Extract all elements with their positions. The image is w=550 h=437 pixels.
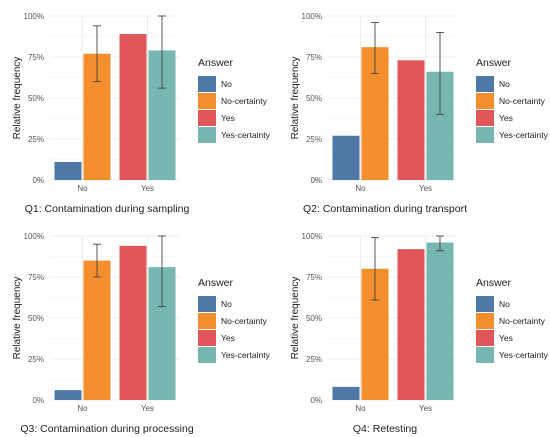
y-tick-label: 0% xyxy=(32,396,44,405)
chart-panel-2: 0% 25% 50% 75% 100% No Yes Relative frequency Q2… xyxy=(290,12,549,215)
y-tick-label: 25% xyxy=(28,135,44,144)
legend-title: Answer xyxy=(198,57,234,69)
y-tick-label: 100% xyxy=(24,232,44,241)
y-tick-label: 50% xyxy=(28,94,44,103)
legend-key-yes xyxy=(198,330,216,346)
y-tick-label: 75% xyxy=(306,273,322,282)
legend-label: Yes xyxy=(499,113,513,123)
y-tick-label: 25% xyxy=(306,355,322,364)
bar-yes-yes xyxy=(119,34,147,180)
legend-label: Yes-certainty xyxy=(221,350,271,360)
y-tick-label: 0% xyxy=(32,176,44,185)
y-tick-label: 0% xyxy=(310,176,322,185)
legend-key-no xyxy=(198,76,216,92)
bar-yes-yes xyxy=(397,249,425,400)
y-axis-title: Relative frequency xyxy=(290,57,301,140)
bar-yes-certainty-yes xyxy=(426,242,454,400)
legend-label: Yes xyxy=(221,333,235,343)
x-tick-label: No xyxy=(77,184,88,193)
chart-title: Q1: Contamination during sampling xyxy=(25,203,190,215)
legend-key-yes-certainty xyxy=(476,347,494,363)
legend-label: Yes xyxy=(499,333,513,343)
legend-title: Answer xyxy=(476,57,512,69)
bar-no-no xyxy=(54,161,82,180)
y-axis-title: Relative frequency xyxy=(12,277,23,360)
chart-panel-4: 0% 25% 50% 75% 100% No Yes Relative frequency Q4… xyxy=(290,232,549,435)
legend-key-no-certainty xyxy=(476,93,494,109)
chart-panel-3: 0% 25% 50% 75% 100% No Yes Relative frequency Q3… xyxy=(12,232,271,435)
x-tick-label: No xyxy=(77,404,88,413)
legend-key-no-certainty xyxy=(198,313,216,329)
x-tick-label: No xyxy=(355,404,366,413)
legend-key-no xyxy=(476,296,494,312)
y-tick-label: 50% xyxy=(28,314,44,323)
y-tick-label: 50% xyxy=(306,94,322,103)
legend-key-yes-certainty xyxy=(476,127,494,143)
legend-key-yes-certainty xyxy=(198,127,216,143)
legend-label: Yes xyxy=(221,113,235,123)
x-tick-label: Yes xyxy=(419,404,432,413)
legend-label: No-certainty xyxy=(499,96,546,106)
y-tick-label: 100% xyxy=(24,12,44,21)
legend-label: Yes-certainty xyxy=(499,350,549,360)
bar-yes-yes xyxy=(119,245,147,400)
bar-no-no xyxy=(332,386,360,400)
bar-no-no xyxy=(54,390,82,400)
legend-title: Answer xyxy=(198,277,234,289)
legend-key-no xyxy=(476,76,494,92)
bar-no-no xyxy=(332,135,360,180)
chart-title: Q2: Contamination during transport xyxy=(303,203,467,215)
legend-label: No xyxy=(221,79,232,89)
y-tick-label: 75% xyxy=(28,53,44,62)
legend-key-no-certainty xyxy=(476,313,494,329)
y-tick-label: 75% xyxy=(306,53,322,62)
legend-label: Yes-certainty xyxy=(499,130,549,140)
x-tick-label: Yes xyxy=(141,404,154,413)
y-tick-label: 50% xyxy=(306,314,322,323)
legend-label: No-certainty xyxy=(499,316,546,326)
bar-no-certainty-no xyxy=(83,260,111,400)
legend-label: No-certainty xyxy=(221,316,268,326)
legend-key-yes xyxy=(198,110,216,126)
y-tick-label: 0% xyxy=(310,396,322,405)
y-tick-label: 100% xyxy=(302,12,322,21)
y-tick-label: 75% xyxy=(28,273,44,282)
legend-key-no xyxy=(198,296,216,312)
y-tick-label: 25% xyxy=(28,355,44,364)
y-axis-title: Relative frequency xyxy=(290,277,301,360)
y-axis-title: Relative frequency xyxy=(12,57,23,140)
x-tick-label: Yes xyxy=(141,184,154,193)
legend-label: Yes-certainty xyxy=(221,130,271,140)
legend-key-no-certainty xyxy=(198,93,216,109)
chart-panel-1: 0% 25% 50% 75% 100% No Yes Relative frequency Q1… xyxy=(12,12,271,215)
bar-yes-yes xyxy=(397,60,425,180)
chart-title: Q4: Retesting xyxy=(353,423,417,435)
legend-title: Answer xyxy=(476,277,512,289)
y-tick-label: 25% xyxy=(306,135,322,144)
legend-key-yes xyxy=(476,110,494,126)
legend-label: No xyxy=(499,79,510,89)
legend-label: No xyxy=(499,299,510,309)
chart-title: Q3: Contamination during processing xyxy=(20,423,194,435)
y-tick-label: 100% xyxy=(302,232,322,241)
legend-key-yes-certainty xyxy=(198,347,216,363)
legend-label: No-certainty xyxy=(221,96,268,106)
legend-label: No xyxy=(221,299,232,309)
x-tick-label: No xyxy=(355,184,366,193)
legend-key-yes xyxy=(476,330,494,346)
x-tick-label: Yes xyxy=(419,184,432,193)
